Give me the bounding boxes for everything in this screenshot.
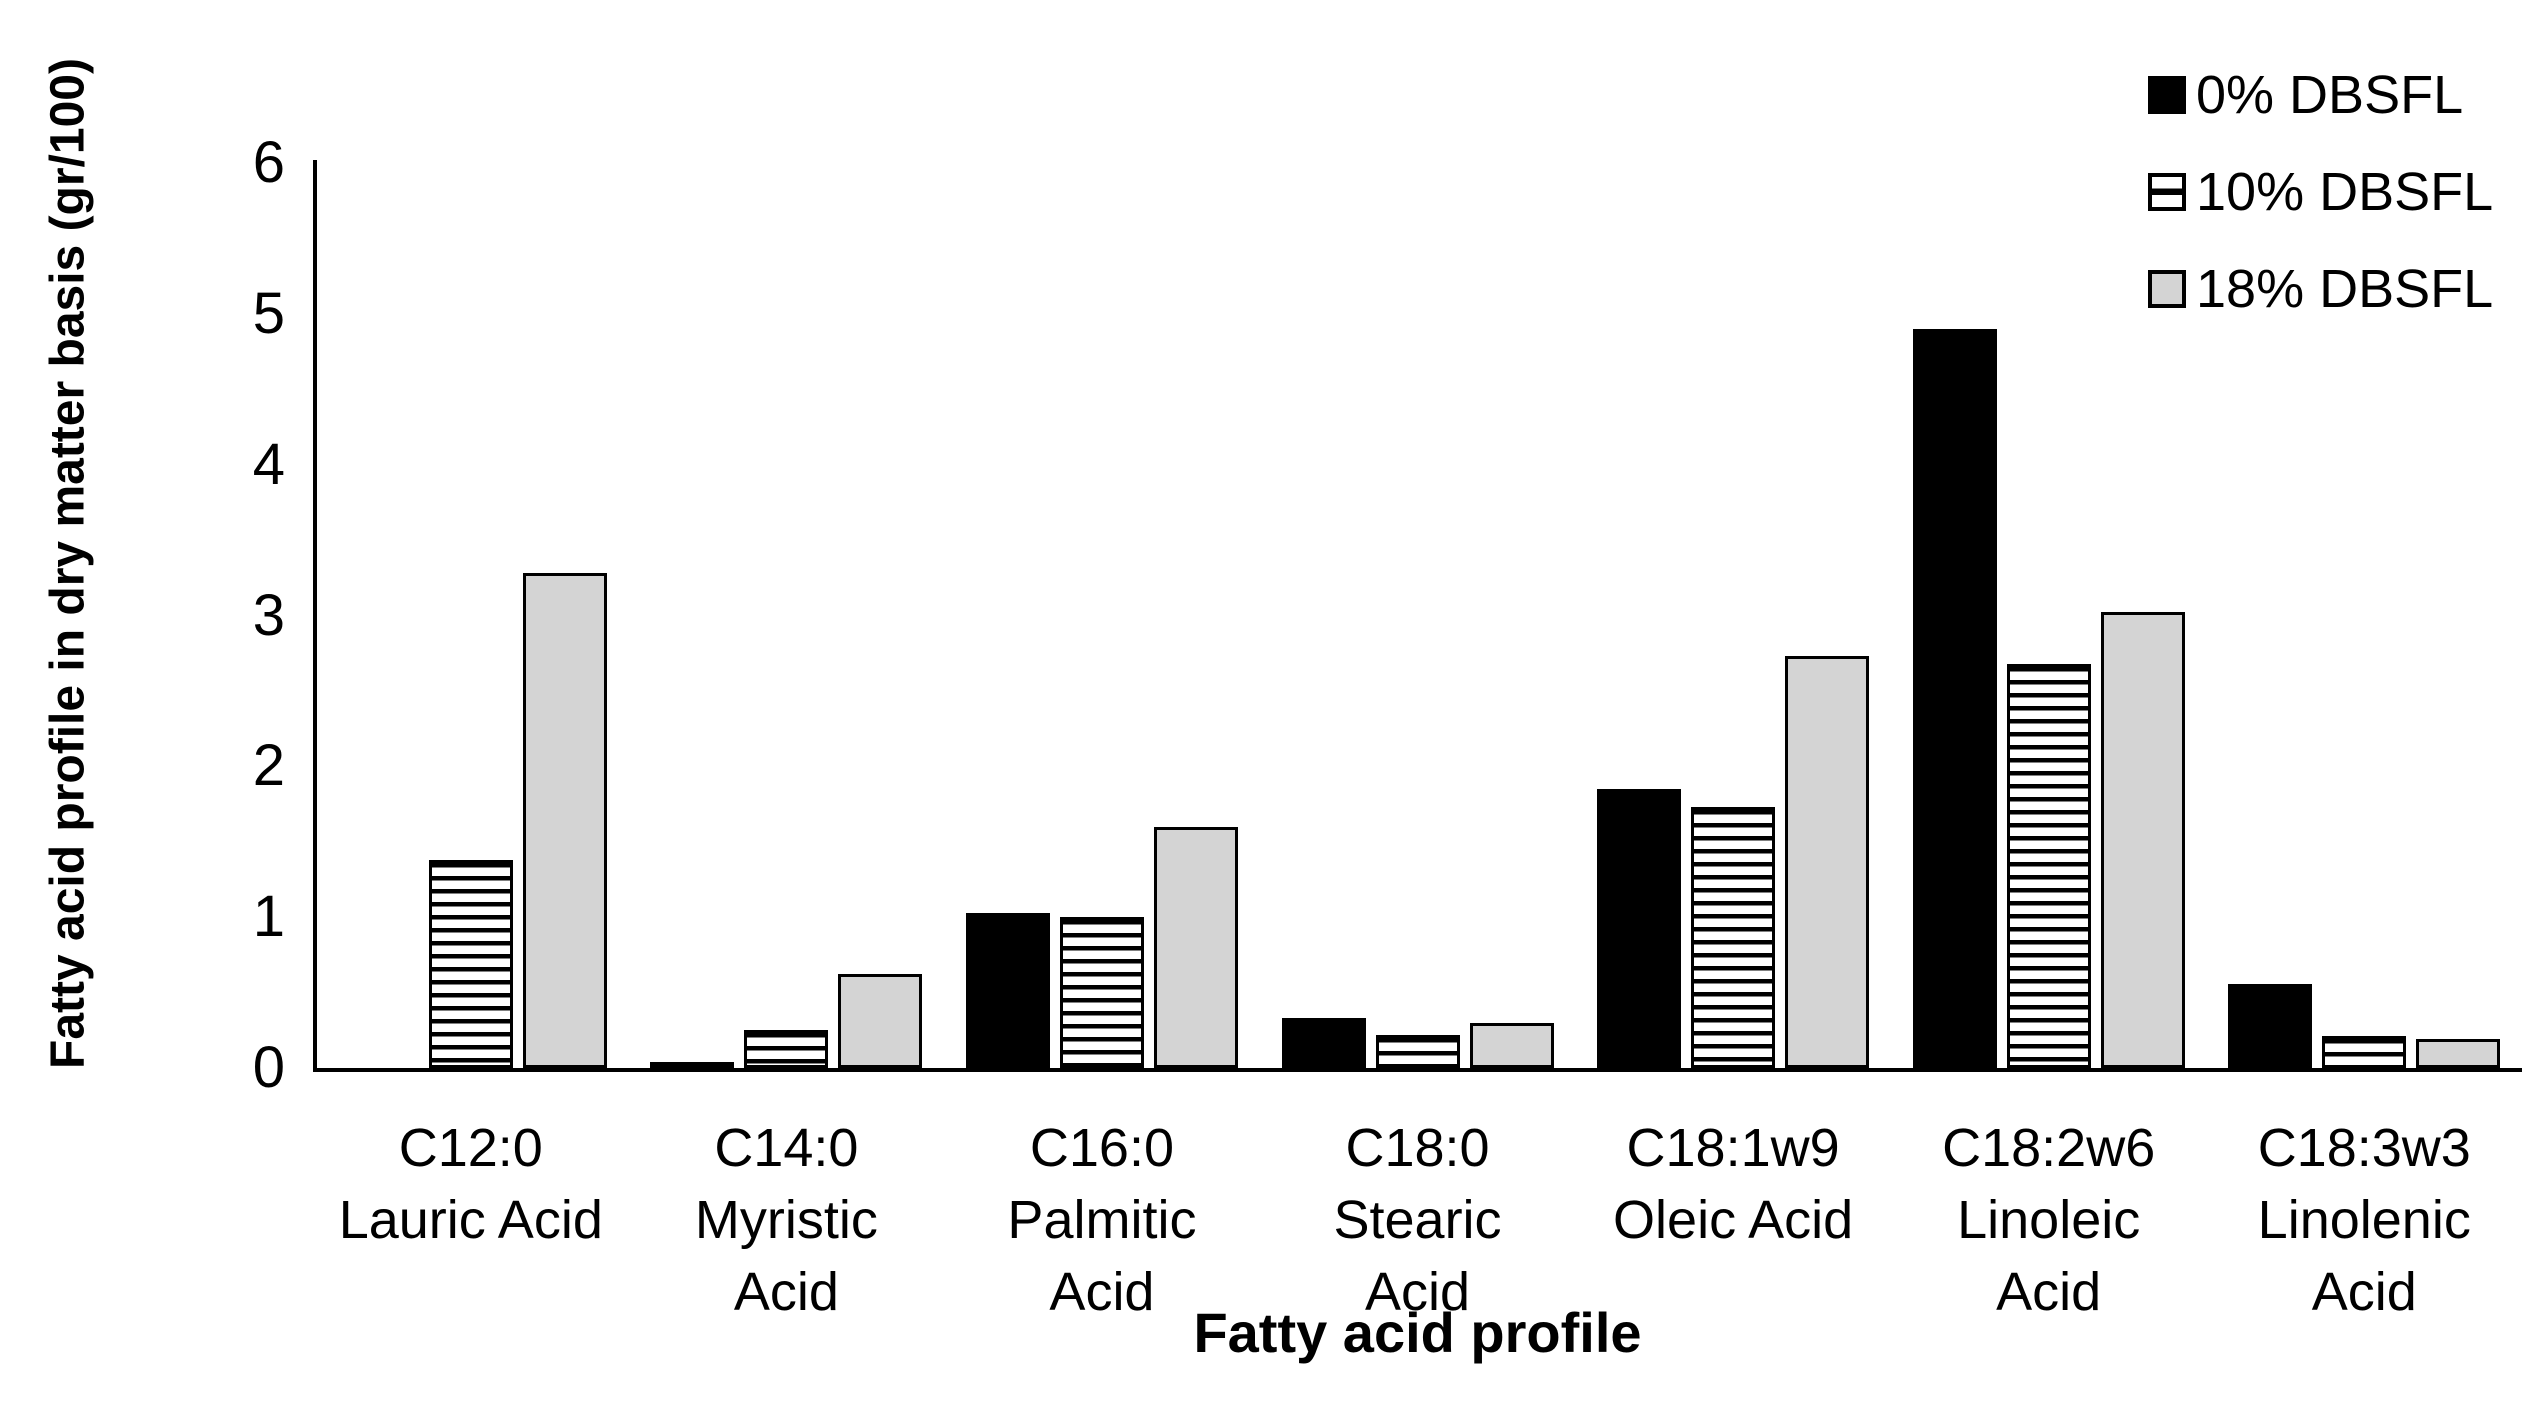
x-axis-label-c12-0: C12:0 Lauric Acid (293, 1112, 649, 1256)
y-tick-label-0: 0 (252, 1035, 285, 1100)
x-label-code: C18:1w9 (1626, 1118, 1840, 1178)
bar-group-c12-0: C12:0 Lauric Acid (313, 163, 629, 1250)
legend-swatch-horizontal-stripes-icon (2148, 173, 2186, 211)
x-label-name: Linolenic Acid (2257, 1190, 2471, 1322)
bar-c12-0-18pct-dbsfl (522, 573, 607, 1068)
bar-c16-0-0pct-dbsfl (965, 913, 1050, 1068)
legend-item-0pct-dbsfl: 0% DBSFL (2148, 68, 2493, 122)
x-axis-label-c18-0: C18:0 Stearic Acid (1240, 1112, 1596, 1328)
bar-c18-0-10pct-dbsfl (1375, 1035, 1460, 1068)
legend-swatch-solid-black-icon (2148, 76, 2186, 114)
bar-c18-2w6-0pct-dbsfl (1912, 329, 1997, 1068)
bar-c18-1w9-0pct-dbsfl (1597, 789, 1682, 1068)
bar-group-c18-3w3: C18:3w3 Linolenic Acid (2206, 163, 2522, 1322)
bar-c16-0-10pct-dbsfl (1059, 917, 1144, 1068)
x-label-name: Stearic Acid (1333, 1190, 1502, 1322)
bar-c14-0-10pct-dbsfl (744, 1030, 829, 1068)
y-tick-label-6: 6 (252, 130, 285, 195)
y-tick-label-2: 2 (252, 733, 285, 799)
x-label-name: Myristic Acid (694, 1190, 878, 1322)
plot-area: C12:0 Lauric Acid C14:0 Myristic Acid C16:0 P… (313, 163, 2522, 1322)
legend: 0% DBSFL 10% DBSFL 18% DBSFL (2148, 68, 2493, 316)
bar-c18-3w3-0pct-dbsfl (2228, 984, 2313, 1068)
y-tick-label-4: 4 (252, 431, 285, 497)
x-label-name: Linoleic Acid (1957, 1190, 2141, 1322)
bar-group-c14-0: C14:0 Myristic Acid (629, 163, 945, 1322)
x-axis-line (313, 1068, 2522, 1072)
bar-c12-0-10pct-dbsfl (428, 860, 513, 1068)
x-label-code: C12:0 (398, 1118, 543, 1178)
x-axis-label-c14-0: C14:0 Myristic Acid (609, 1112, 965, 1328)
bar-c18-3w3-18pct-dbsfl (2416, 1039, 2501, 1068)
x-axis-label-c18-2w6: C18:2w6 Linoleic Acid (1871, 1112, 2227, 1328)
bar-c18-1w9-10pct-dbsfl (1691, 807, 1776, 1068)
y-tick-label-3: 3 (252, 582, 285, 648)
x-label-name: Oleic Acid (1613, 1190, 1854, 1250)
y-axis-title: Fatty acid profile in dry matter basis (… (41, 58, 95, 1069)
legend-item-18pct-dbsfl: 18% DBSFL (2148, 262, 2493, 316)
x-axis-label-c18-3w3: C18:3w3 Linolenic Acid (2186, 1112, 2542, 1328)
legend-label: 0% DBSFL (2196, 65, 2464, 125)
y-tick-label-1: 1 (252, 884, 285, 950)
bar-c14-0-18pct-dbsfl (838, 974, 923, 1068)
x-label-code: C18:0 (1345, 1118, 1490, 1178)
legend-label: 10% DBSFL (2196, 162, 2494, 222)
bar-c18-2w6-18pct-dbsfl (2100, 612, 2185, 1068)
x-label-code: C18:2w6 (1942, 1118, 2156, 1178)
bar-c18-0-0pct-dbsfl (1281, 1018, 1366, 1068)
legend-swatch-light-gray-icon (2148, 270, 2186, 308)
legend-label: 18% DBSFL (2196, 259, 2494, 319)
x-label-code: C14:0 (714, 1118, 859, 1178)
y-tick-label-5: 5 (252, 280, 285, 346)
bar-c18-0-18pct-dbsfl (1469, 1023, 1554, 1068)
bar-c18-1w9-18pct-dbsfl (1785, 656, 1870, 1068)
y-axis-line (313, 160, 317, 1072)
bar-c14-0-0pct-dbsfl (650, 1062, 735, 1068)
x-axis-label-c18-1w9: C18:1w9 Oleic Acid (1555, 1112, 1911, 1256)
bar-group-c18-1w9: C18:1w9 Oleic Acid (1575, 163, 1891, 1250)
bar-group-c18-2w6: C18:2w6 Linoleic Acid (1891, 163, 2207, 1322)
bar-group-c18-0: C18:0 Stearic Acid (1260, 163, 1576, 1322)
bar-c18-3w3-10pct-dbsfl (2322, 1036, 2407, 1068)
bar-c18-2w6-10pct-dbsfl (2006, 664, 2091, 1068)
x-label-name: Lauric Acid (338, 1190, 603, 1250)
legend-item-10pct-dbsfl: 10% DBSFL (2148, 165, 2493, 219)
bar-group-c16-0: C16:0 Palmitic Acid (944, 163, 1260, 1322)
x-axis-title: Fatty acid profile (1193, 1301, 1642, 1364)
bar-c16-0-18pct-dbsfl (1153, 827, 1238, 1068)
x-label-code: C18:3w3 (2257, 1118, 2471, 1178)
x-axis-label-c16-0: C16:0 Palmitic Acid (924, 1112, 1280, 1328)
x-label-code: C16:0 (1029, 1118, 1174, 1178)
x-label-name: Palmitic Acid (1007, 1190, 1197, 1322)
